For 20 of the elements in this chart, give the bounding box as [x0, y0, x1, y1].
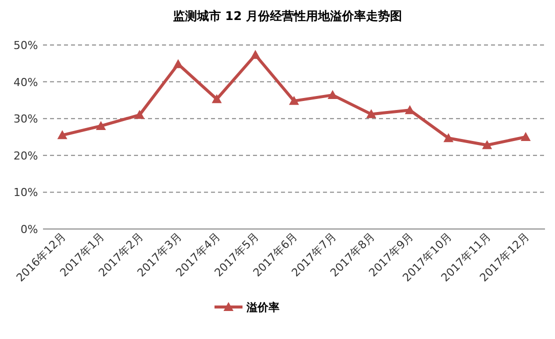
- point: [57, 130, 68, 140]
- y-tick-label: 10%: [14, 186, 38, 200]
- point: [520, 132, 531, 141]
- point: [173, 59, 184, 68]
- point: [366, 109, 376, 118]
- point: [328, 90, 338, 100]
- point: [289, 96, 299, 105]
- y-tick-label: 50%: [14, 39, 38, 52]
- y-tick-label: 0%: [20, 223, 38, 236]
- point: [96, 120, 106, 130]
- y-tick-label: 30%: [14, 112, 38, 126]
- point: [212, 94, 222, 104]
- point: [482, 140, 492, 150]
- y-tick-label: 20%: [14, 149, 38, 162]
- point: [250, 50, 260, 59]
- legend-label: 溢价率: [246, 301, 280, 314]
- y-tick-label: 40%: [14, 76, 38, 89]
- chart-title: 监测城市 12 月份经营性用地溢价率走势图: [172, 9, 402, 23]
- point: [134, 110, 145, 119]
- point: [443, 133, 454, 142]
